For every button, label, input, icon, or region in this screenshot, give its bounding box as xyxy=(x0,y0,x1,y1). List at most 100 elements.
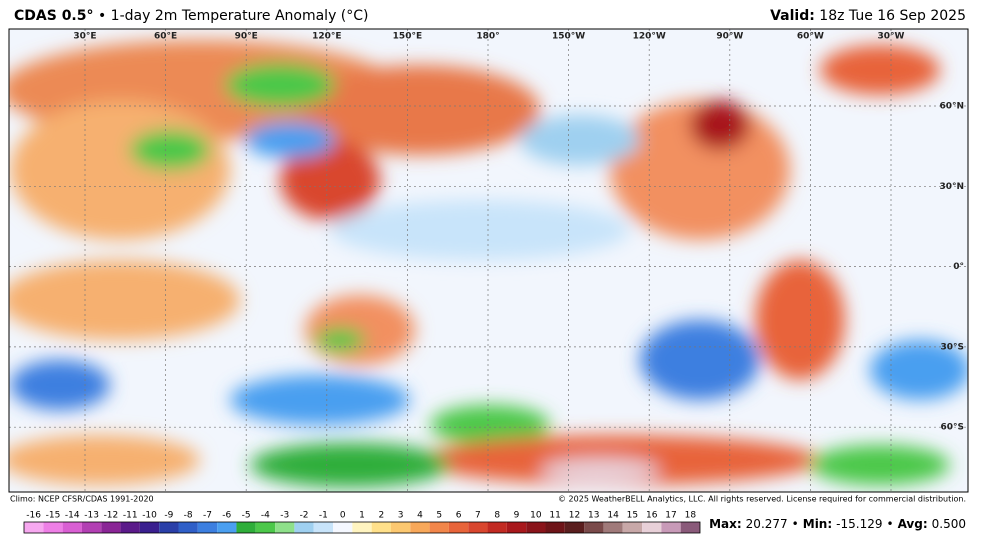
lon-label: 90°W xyxy=(716,32,743,42)
colorbar-swatch xyxy=(603,522,623,533)
colorbar-swatch xyxy=(24,522,44,533)
colorbar-swatch xyxy=(448,522,469,533)
colorbar-swatch xyxy=(62,522,82,533)
colorbar-tick-label: 11 xyxy=(549,511,560,521)
colorbar-swatch xyxy=(584,522,604,533)
colorbar-tick-label: 15 xyxy=(627,511,638,521)
colorbar-tick-label: -5 xyxy=(242,511,251,521)
lat-label: 60°N xyxy=(939,102,964,112)
colorbar-tick-label: 2 xyxy=(378,511,384,521)
colorbar-tick-label: -2 xyxy=(300,511,309,521)
colorbar-swatch xyxy=(564,522,585,533)
colorbar-tick-label: -4 xyxy=(261,511,270,521)
colorbar-swatch xyxy=(81,522,102,533)
lon-label: 30°E xyxy=(73,32,96,42)
stats-value: 0.500 xyxy=(932,517,966,531)
colorbar-swatch xyxy=(622,522,643,533)
stats-label: Max: xyxy=(709,517,742,531)
colorbar-tick-label: -6 xyxy=(222,511,231,521)
colorbar-swatch xyxy=(468,522,488,533)
colorbar-swatch xyxy=(178,522,198,533)
colorbar-swatch xyxy=(255,522,276,533)
map xyxy=(9,29,968,492)
colorbar-swatch xyxy=(487,522,507,533)
colorbar-swatch xyxy=(429,522,449,533)
colorbar-tick-label: 0 xyxy=(340,511,346,521)
colorbar-tick-label: 3 xyxy=(398,511,404,521)
stats-label: Min: xyxy=(803,517,832,531)
lon-label: 60°W xyxy=(797,32,824,42)
colorbar-tick-label: -10 xyxy=(142,511,157,521)
stats-separator: • xyxy=(886,517,893,531)
stats-value: 20.277 xyxy=(746,517,788,531)
colorbar-tick-label: 13 xyxy=(588,511,599,521)
lon-label: 150°E xyxy=(393,32,422,42)
valid-value: 18z Tue 16 Sep 2025 xyxy=(819,8,966,24)
colorbar-swatch xyxy=(661,522,681,533)
colorbar-tick-label: 16 xyxy=(646,511,658,521)
colorbar-swatch xyxy=(371,522,391,533)
lon-label: 120°E xyxy=(312,32,341,42)
lon-label: 60°E xyxy=(154,32,177,42)
colorbar-tick-label: 5 xyxy=(436,511,442,521)
colorbar-swatch xyxy=(642,522,662,533)
stats-value: -15.129 xyxy=(836,517,882,531)
colorbar-tick-label: -1 xyxy=(319,511,328,521)
colorbar-tick-label: -7 xyxy=(203,511,212,521)
lat-label: 60°S xyxy=(940,423,964,433)
colorbar-swatch xyxy=(159,522,179,533)
colorbar-tick-label: 17 xyxy=(665,511,676,521)
stats: Max: 20.277 • Min: -15.129 • Avg: 0.500 xyxy=(709,517,966,531)
colorbar-swatch xyxy=(506,522,527,533)
colorbar-swatch xyxy=(545,522,565,533)
colorbar-tick-label: -14 xyxy=(65,511,80,521)
colorbar-tick-label: 6 xyxy=(456,511,462,521)
colorbar-tick-label: 10 xyxy=(530,511,542,521)
stats-separator: • xyxy=(792,517,799,531)
colorbar-swatch xyxy=(197,522,218,533)
colorbar-swatch xyxy=(101,522,121,533)
lon-label: 90°E xyxy=(235,32,258,42)
valid-label: Valid: xyxy=(770,8,815,24)
colorbar-tick-label: -3 xyxy=(280,511,289,521)
title-bold: CDAS 0.5° xyxy=(14,8,94,24)
colorbar-swatch xyxy=(410,522,430,533)
anomaly-field xyxy=(9,40,968,487)
lon-label: 150°W xyxy=(552,32,585,42)
colorbar-swatch xyxy=(275,522,295,533)
colorbar-swatch xyxy=(217,522,237,533)
colorbar-tick-label: 14 xyxy=(607,511,619,521)
colorbar-swatch xyxy=(352,522,372,533)
colorbar-tick-label: -13 xyxy=(84,511,99,521)
colorbar-tick-label: -11 xyxy=(123,511,138,521)
colorbar-tick-label: -12 xyxy=(104,511,119,521)
colorbar-tick-label: 1 xyxy=(359,511,365,521)
colorbar-swatch xyxy=(680,522,700,533)
colorbar-swatch xyxy=(390,522,411,533)
colorbar-swatch xyxy=(526,522,546,533)
colorbar-swatch xyxy=(294,522,314,533)
lon-label: 30°W xyxy=(878,32,905,42)
colorbar-tick-label: 12 xyxy=(569,511,580,521)
map-frame xyxy=(8,28,969,493)
colorbar-tick-label: -8 xyxy=(184,511,193,521)
colorbar-swatch xyxy=(139,522,160,533)
colorbar-swatch xyxy=(313,522,334,533)
colorbar-tick-label: 9 xyxy=(514,511,520,521)
colorbar-frame xyxy=(23,521,701,534)
colorbar-swatch xyxy=(120,522,140,533)
lat-label: 0° xyxy=(953,262,964,272)
title-rest: • 1-day 2m Temperature Anomaly (°C) xyxy=(98,8,369,24)
colorbar-tick-label: 4 xyxy=(417,511,423,521)
lat-label: 30°S xyxy=(940,342,964,352)
stats-label: Avg: xyxy=(898,517,928,531)
colorbar-tick-label: 8 xyxy=(494,511,500,521)
lat-label: 30°N xyxy=(939,182,964,192)
title: CDAS 0.5° • 1-day 2m Temperature Anomaly… xyxy=(14,8,369,24)
lon-label: 180° xyxy=(476,32,499,42)
climo-note: Climo: NCEP CFSR/CDAS 1991-2020 xyxy=(10,495,154,504)
colorbar-tick-label: 18 xyxy=(685,511,697,521)
copyright: © 2025 WeatherBELL Analytics, LLC. All r… xyxy=(558,495,966,504)
colorbar-tick-label: 7 xyxy=(475,511,481,521)
colorbar-tick-label: -16 xyxy=(26,511,41,521)
